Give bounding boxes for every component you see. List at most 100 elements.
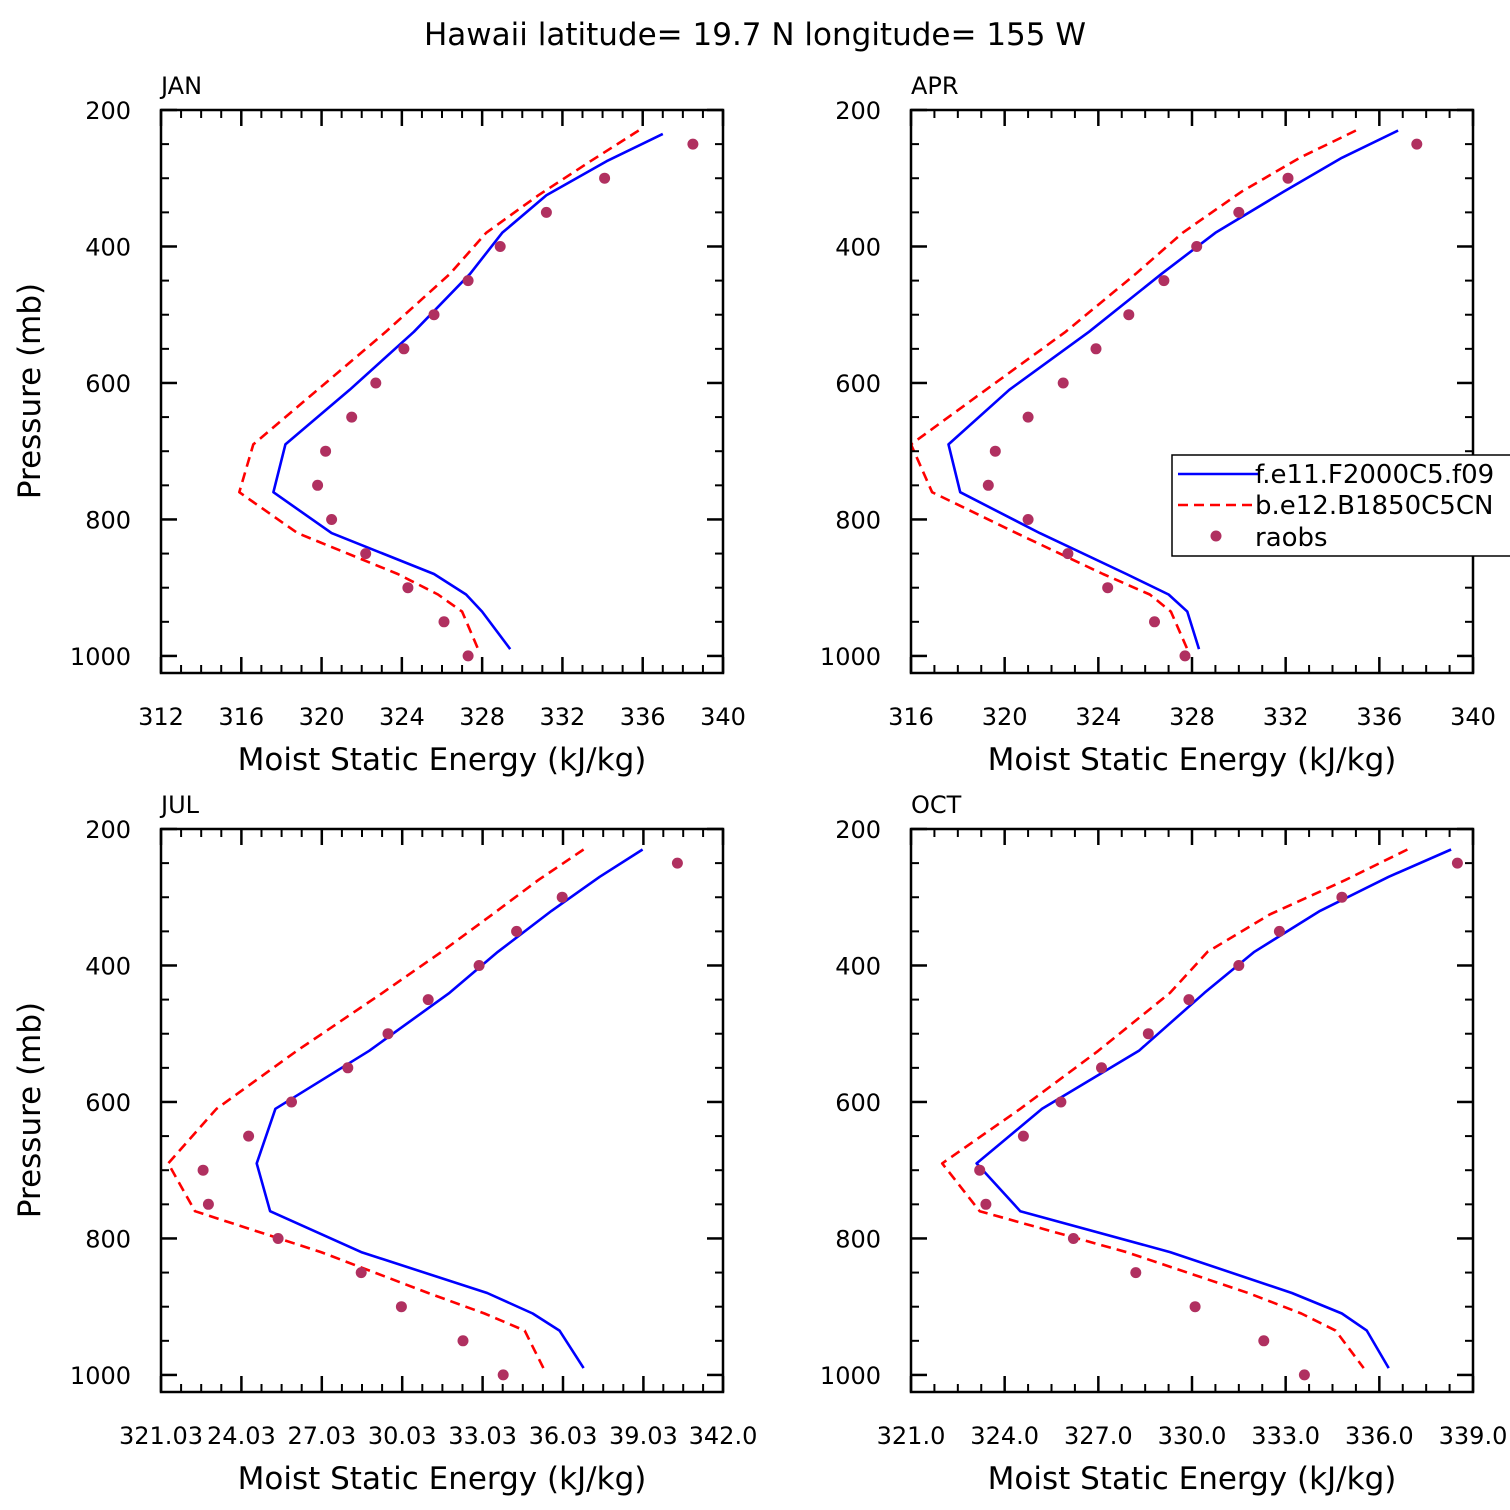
- x-axis-label: Moist Static Energy (kJ/kg): [988, 1461, 1397, 1497]
- raobs-point: [355, 1267, 367, 1279]
- y-tick-label: 600: [85, 1089, 131, 1117]
- x-tick-label: 342.0: [689, 1422, 758, 1450]
- raobs-point: [1123, 309, 1135, 321]
- panel-title: OCT: [911, 791, 962, 819]
- raobs-point: [1022, 514, 1034, 525]
- y-tick-label: 800: [835, 506, 881, 534]
- y-tick-label: 200: [835, 816, 881, 844]
- raobs-point: [1411, 138, 1423, 150]
- x-tick-label: 332: [1263, 703, 1309, 731]
- plot-frame: [159, 827, 725, 1394]
- x-tick-label: 340: [1450, 703, 1496, 731]
- x-tick-label: 27.03: [287, 1422, 356, 1450]
- raobs-point: [402, 582, 414, 594]
- raobs-point: [1258, 1335, 1270, 1347]
- series-layer: [166, 848, 683, 1381]
- y-tick-label: 200: [835, 97, 881, 125]
- x-tick-label: 320: [299, 703, 345, 731]
- panel-jan: JAN 200 400 600 800 1000 312 316 320 324 328 332 33…: [12, 72, 746, 778]
- raobs-point: [398, 343, 410, 355]
- raobs-point: [1183, 994, 1195, 1006]
- x-tick-label: 339.0: [1439, 1422, 1508, 1450]
- x-tick-label: 316: [218, 703, 264, 731]
- raobs-point: [428, 309, 440, 321]
- x-tick-label: 324.0: [970, 1422, 1039, 1450]
- y-tick-label: 800: [835, 1225, 881, 1253]
- raobs-point: [1336, 891, 1348, 903]
- legend-label-model2: b.e12.B1850C5CN: [1255, 491, 1493, 521]
- raobs-point: [671, 857, 683, 869]
- x-tick-label: 340: [700, 703, 746, 731]
- raobs-point: [497, 1369, 509, 1381]
- y-axis-label: Pressure (mb): [12, 283, 48, 499]
- raobs-point: [1273, 925, 1285, 937]
- x-tick-label: 321.03: [119, 1422, 203, 1450]
- raobs-point: [1096, 1062, 1107, 1074]
- raobs-point: [1158, 275, 1170, 287]
- raobs-point: [320, 445, 332, 457]
- raobs-point: [360, 548, 372, 560]
- x-tick-label: 336.0: [1345, 1422, 1414, 1450]
- y-tick-label: 200: [85, 97, 131, 125]
- tick-layer: 200 400 600 800 1000 321.0 324.0 327.0 330.0 333.…: [820, 816, 1507, 1450]
- raobs-point: [286, 1096, 297, 1108]
- tick-layer: 200 400 600 800 1000 312 316 320 324 328 332 336 340: [70, 97, 746, 731]
- x-tick-label: 312: [138, 703, 184, 731]
- raobs-point: [197, 1164, 209, 1176]
- raobs-point: [462, 650, 474, 662]
- raobs-point: [1191, 241, 1203, 252]
- raobs-point: [1451, 857, 1463, 869]
- x-axis-label: Moist Static Energy (kJ/kg): [988, 742, 1397, 778]
- raobs-point: [272, 1233, 284, 1244]
- raobs-point: [1149, 616, 1160, 628]
- raobs-point: [687, 138, 699, 150]
- series-line-f-e11: [255, 848, 644, 1369]
- legend-label-model1: f.e11.F2000C5.f09: [1255, 460, 1494, 490]
- raobs-point: [326, 514, 338, 525]
- x-tick-label: 332: [540, 703, 586, 731]
- raobs-point: [1233, 206, 1245, 218]
- series-line-b-e12: [238, 129, 640, 650]
- y-tick-label: 1000: [820, 643, 881, 671]
- raobs-point: [202, 1198, 214, 1210]
- y-tick-label: 400: [85, 233, 131, 261]
- raobs-point: [1142, 1028, 1154, 1040]
- raobs-point: [1233, 960, 1245, 971]
- raobs-point: [540, 206, 552, 218]
- x-tick-label: 39.03: [609, 1422, 678, 1450]
- series-line-f-e11: [975, 848, 1452, 1369]
- x-tick-label: 324: [1075, 703, 1121, 731]
- x-tick-label: 316: [888, 703, 934, 731]
- figure-title: Hawaii latitude= 19.7 N longitude= 155 W: [424, 17, 1086, 53]
- raobs-point: [438, 616, 450, 628]
- raobs-point: [556, 891, 568, 903]
- x-tick-label: 324: [379, 703, 425, 731]
- raobs-point: [243, 1130, 255, 1142]
- x-tick-label: 328: [459, 703, 505, 731]
- raobs-point: [980, 1198, 992, 1210]
- raobs-point: [342, 1062, 354, 1074]
- y-tick-label: 400: [85, 952, 131, 980]
- raobs-point: [1062, 548, 1074, 560]
- y-tick-label: 1000: [70, 643, 131, 671]
- x-tick-label: 336: [1356, 703, 1402, 731]
- legend-label-raobs: raobs: [1255, 523, 1328, 553]
- raobs-point: [974, 1164, 986, 1176]
- series-line-b-e12: [166, 848, 585, 1369]
- raobs-point: [1298, 1369, 1310, 1381]
- x-tick-label: 327.0: [1064, 1422, 1133, 1450]
- raobs-point: [473, 960, 485, 971]
- raobs-point: [1022, 411, 1034, 423]
- y-tick-label: 600: [835, 370, 881, 398]
- series-line-b-e12: [940, 848, 1408, 1369]
- raobs-point: [989, 445, 1001, 457]
- y-tick-label: 800: [85, 1225, 131, 1253]
- raobs-point: [462, 275, 474, 287]
- y-tick-label: 1000: [820, 1362, 881, 1390]
- x-axis-label: Moist Static Energy (kJ/kg): [238, 1461, 647, 1497]
- raobs-point: [494, 241, 506, 252]
- series-layer: [940, 848, 1463, 1381]
- raobs-point: [312, 479, 324, 491]
- x-tick-label: 30.03: [368, 1422, 437, 1450]
